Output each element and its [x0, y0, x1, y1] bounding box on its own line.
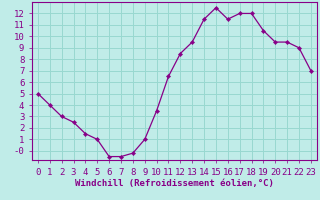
X-axis label: Windchill (Refroidissement éolien,°C): Windchill (Refroidissement éolien,°C): [75, 179, 274, 188]
